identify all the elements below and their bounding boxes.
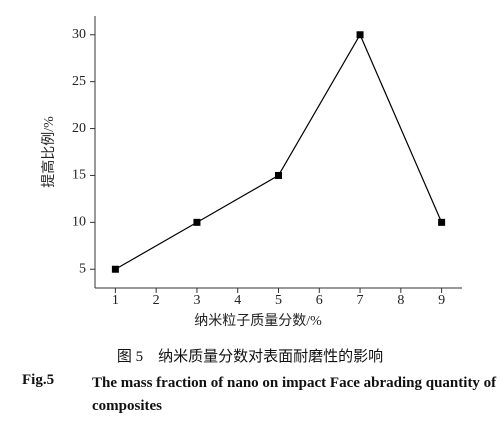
marker [111,265,119,273]
y-tick-label: 15 [72,168,86,183]
chart: 纳米粒子质量分数/% 提高比例/% 5 10 15 20 25 30 1 2 3 4 5 6 7 8 9 [40,16,462,329]
x-tick-label: 8 [397,293,404,308]
marker [193,218,201,226]
x-axis-label: 纳米粒子质量分数/% [194,313,322,329]
caption-cn: 图 5 纳米质量分数对表面耐磨性的影响 [116,349,384,365]
x-tick-label: 1 [112,293,119,308]
x-tick-label: 6 [316,293,323,308]
x-tick-label: 2 [153,293,160,308]
y-axis-label: 提高比例/% [40,116,57,188]
line [115,33,443,270]
marker [438,218,446,226]
figure-label: Fig.5 [22,372,55,388]
caption-en: The mass fraction of nano on impact Face… [92,375,497,414]
y-tick-label: 5 [79,261,86,276]
x-tick-label: 5 [275,293,282,308]
marker [275,171,282,179]
y-tick-label: 25 [72,74,86,89]
marker [356,31,364,39]
x-tick-label: 3 [193,293,200,308]
x-tick-label: 9 [438,293,445,308]
y-tick-label: 30 [72,27,86,42]
y-tick-label: 10 [72,215,86,230]
y-tick-label: 20 [72,121,86,136]
x-tick-label: 4 [234,293,241,308]
x-tick-label: 7 [357,293,364,308]
